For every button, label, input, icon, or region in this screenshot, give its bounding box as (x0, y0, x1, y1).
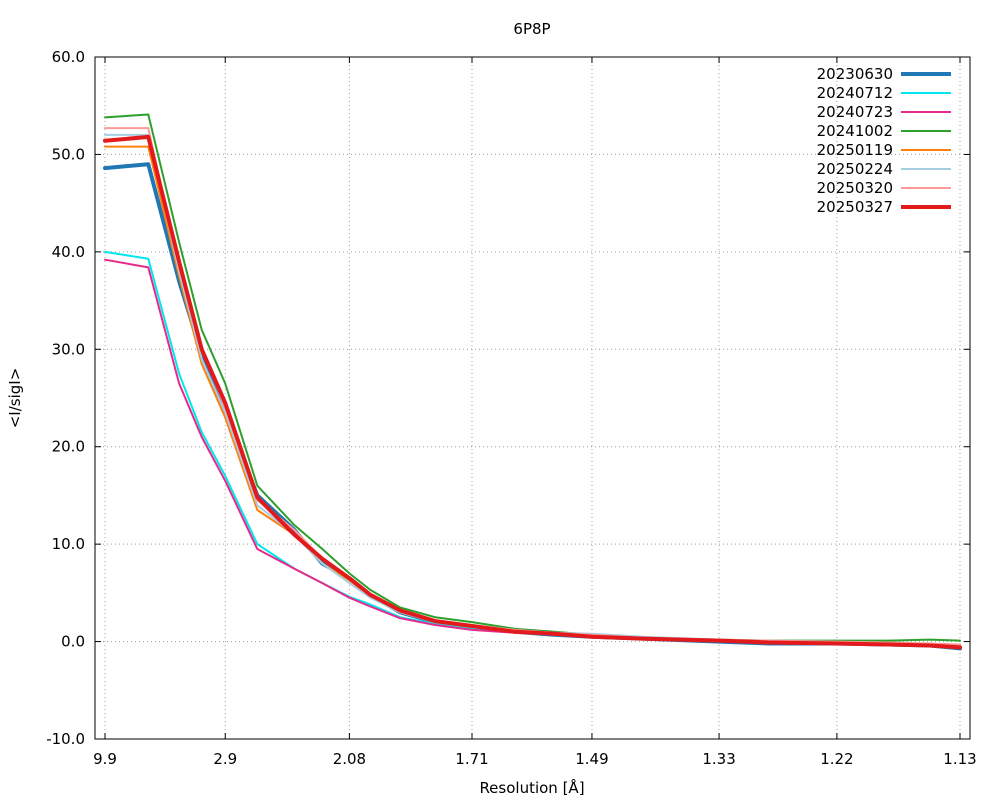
y-tick-label: 0.0 (61, 633, 85, 651)
x-axis-label: Resolution [Å] (479, 778, 584, 797)
legend-label: 20250224 (817, 160, 893, 178)
x-tick-label: 1.71 (455, 750, 488, 768)
legend-label: 20250320 (817, 179, 893, 197)
x-tick-label: 2.08 (333, 750, 366, 768)
x-tick-label: 1.49 (575, 750, 608, 768)
legend-label: 20240723 (817, 103, 893, 121)
y-tick-label: 50.0 (52, 145, 85, 163)
legend-label: 20241002 (817, 122, 893, 140)
x-tick-label: 1.22 (820, 750, 853, 768)
chart-title: 6P8P (513, 20, 550, 38)
series-line-20250327 (103, 134, 962, 650)
y-tick-label: 20.0 (52, 438, 85, 456)
y-tick-label: 60.0 (52, 48, 85, 66)
series-lines (103, 113, 962, 651)
legend: 2023063020240712202407232024100220250119… (817, 65, 951, 216)
legend-label: 20230630 (817, 65, 893, 83)
y-tick-label: 40.0 (52, 243, 85, 261)
y-axis-ticks: -10.0 0.0 10.0 20.0 30.0 40.0 50.0 60.0 (46, 48, 970, 748)
series-line-20240723 (104, 258, 961, 648)
y-tick-label: -10.0 (46, 730, 85, 748)
series-line-20240712 (104, 250, 961, 648)
legend-label: 20240712 (817, 84, 893, 102)
legend-label: 20250327 (817, 198, 893, 216)
x-tick-label: 1.33 (702, 750, 735, 768)
plot-frame (94, 56, 971, 740)
y-tick-label: 10.0 (52, 535, 85, 553)
y-tick-label: 30.0 (52, 340, 85, 358)
x-axis-ticks: 9.9 2.9 2.08 1.71 1.49 1.33 1.22 1.13 (93, 57, 977, 768)
y-axis-label: <I/sigI> (6, 368, 24, 429)
series-line-20250119 (104, 145, 961, 647)
x-tick-label: 1.13 (943, 750, 976, 768)
legend-label: 20250119 (817, 141, 893, 159)
x-tick-label: 2.9 (213, 750, 237, 768)
x-tick-label: 9.9 (93, 750, 117, 768)
